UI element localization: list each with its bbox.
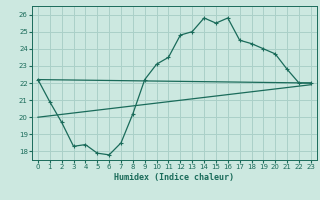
X-axis label: Humidex (Indice chaleur): Humidex (Indice chaleur) bbox=[115, 173, 234, 182]
